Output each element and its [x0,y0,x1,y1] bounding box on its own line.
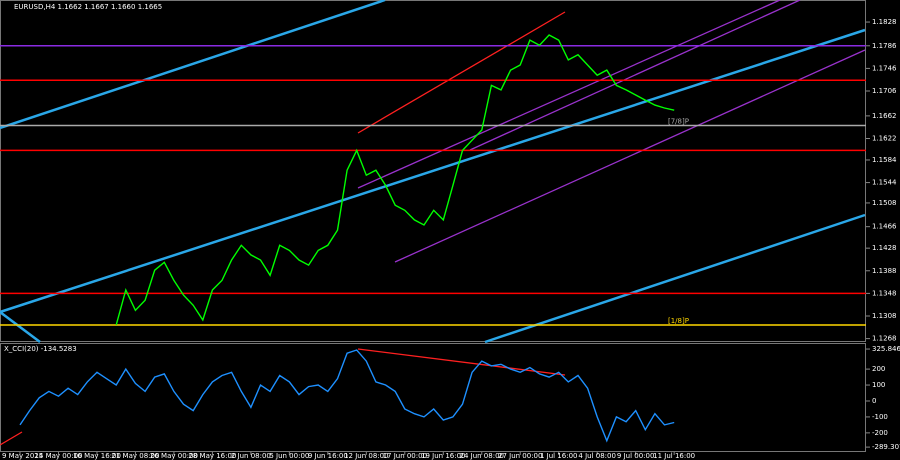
x-tick-label: 9 Jul 00:00 [617,452,655,460]
x-tick-label: 16 May 16:00 [73,452,121,460]
y-tick-label: 1.1508 [872,199,897,207]
y-tick-label: 1.1828 [872,18,897,26]
y-tick-label: 200 [872,365,885,373]
channel-line [394,49,866,263]
x-tick-label: 24 Jun 08:00 [460,452,504,460]
x-tick-label: 2 Jun 08:00 [231,452,271,460]
x-tick-label: 27 Jun 00:00 [498,452,542,460]
y-tick-label: 1.1428 [872,244,897,252]
y-tick-label: 325.846 [872,345,900,353]
channel-line [0,311,41,343]
x-tick-label: 1 Jul 16:00 [540,452,578,460]
y-tick-label: 1.1308 [872,312,897,320]
y-tick-label: 1.1348 [872,289,897,297]
x-tick-label: 12 Jun 08:00 [344,452,388,460]
y-tick-label: 1.1706 [872,87,897,95]
indicator-title: X_CCI(20) -134.5283 [4,345,77,353]
channel-line [484,213,866,344]
cci-panel [0,343,866,452]
x-tick-label: 4 Jul 08:00 [578,452,616,460]
divergence-line [357,348,566,376]
x-tick-label: 19 Jun 16:00 [421,452,465,460]
level-label: [7/8]P [668,117,689,125]
y-tick-label: 1.1544 [872,179,897,187]
y-tick-label: 1.1388 [872,267,897,275]
x-tick-label: 9 May 2025 [2,452,43,460]
x-tick-label: 28 May 16:00 [188,452,236,460]
x-tick-label: 21 May 08:00 [111,452,159,460]
y-tick-label: 0 [872,397,876,405]
y-tick-label: 1.1746 [872,64,897,72]
price-panel [0,0,866,342]
y-tick-label: 1.1268 [872,335,897,343]
x-tick-label: 11 Jul 16:00 [653,452,695,460]
x-tick-label: 17 Jun 00:00 [383,452,427,460]
y-tick-label: 1.1662 [872,112,897,120]
y-tick-label: 1.1466 [872,223,897,231]
y-tick-label: -100 [872,413,888,421]
series-line [19,349,675,443]
y-tick-label: 1.1584 [872,156,897,164]
channel-line [357,11,566,134]
y-tick-label: 1.1622 [872,134,897,142]
channel-line [0,28,866,314]
divergence-line [0,431,23,446]
y-tick-label: -200 [872,429,888,437]
x-tick-label: 14 May 00:00 [34,452,82,460]
x-tick-label: 26 May 00:00 [150,452,198,460]
series-line [115,34,675,326]
y-tick-label: 1.1786 [872,42,897,50]
channels [0,0,866,344]
y-tick-label: 100 [872,381,885,389]
x-tick-label: 9 Jun 16:00 [308,452,348,460]
chart-title: EURUSD,H4 1.1662 1.1667 1.1660 1.1665 [14,3,162,11]
x-tick-label: 5 Jun 00:00 [269,452,309,460]
level-label: [1/8]P [668,317,689,325]
channel-line [357,0,781,189]
channel-line [0,0,386,130]
y-tick-label: -289.307 [872,443,900,451]
